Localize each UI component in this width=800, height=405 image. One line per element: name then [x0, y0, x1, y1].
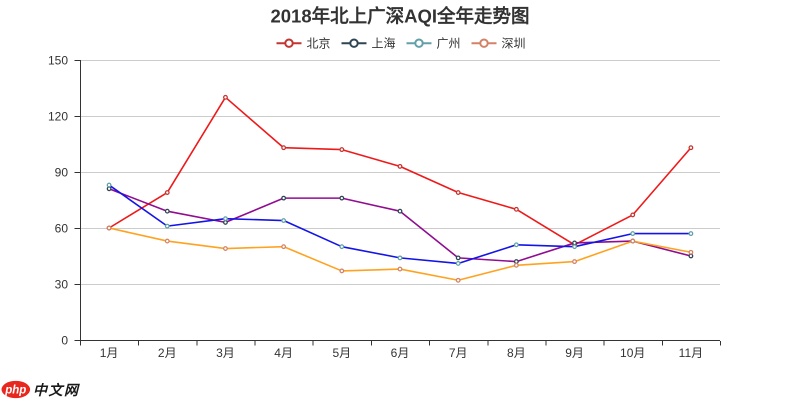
svg-text:北京: 北京 — [307, 37, 331, 51]
svg-text:8月: 8月 — [507, 346, 526, 360]
svg-text:3月: 3月 — [216, 346, 235, 360]
svg-text:150: 150 — [48, 53, 68, 67]
svg-text:6月: 6月 — [391, 346, 410, 360]
svg-text:4月: 4月 — [274, 346, 293, 360]
svg-text:11月: 11月 — [679, 346, 703, 360]
svg-text:2018年北上广深AQI全年走势图: 2018年北上广深AQI全年走势图 — [270, 5, 529, 26]
svg-text:60: 60 — [55, 221, 69, 235]
svg-text:120: 120 — [48, 109, 68, 123]
svg-text:广州: 广州 — [437, 37, 461, 51]
svg-text:9月: 9月 — [565, 346, 584, 360]
svg-text:中文网: 中文网 — [33, 382, 80, 398]
svg-text:深圳: 深圳 — [502, 37, 526, 51]
svg-text:10月: 10月 — [620, 346, 645, 360]
svg-text:5月: 5月 — [332, 346, 351, 360]
svg-text:0: 0 — [61, 333, 68, 347]
svg-text:php: php — [4, 385, 26, 397]
svg-text:2月: 2月 — [158, 346, 177, 360]
svg-text:上海: 上海 — [372, 36, 396, 51]
svg-text:90: 90 — [55, 165, 69, 179]
svg-text:30: 30 — [55, 277, 69, 291]
svg-text:1月: 1月 — [100, 346, 119, 360]
svg-text:7月: 7月 — [449, 346, 468, 360]
